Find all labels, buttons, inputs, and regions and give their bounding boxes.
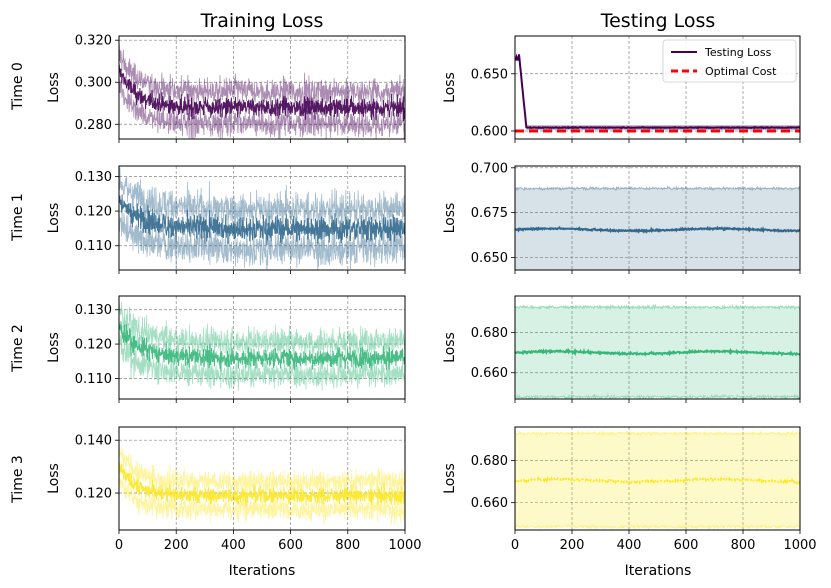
x-tick-label: 0 (511, 538, 519, 553)
series-band (515, 186, 800, 270)
x-tick-label: 600 (278, 538, 303, 553)
x-tick-label: 800 (335, 538, 360, 553)
y-tick-label: 0.660 (471, 366, 508, 381)
y-tick-label: 0.650 (471, 251, 508, 266)
series-lower-bound (119, 205, 405, 270)
axes-frame (514, 295, 801, 400)
panel-train-1: 0.110 0.120 0.130 Loss (46, 165, 406, 274)
legend: Testing Loss Optimal Cost (662, 39, 797, 83)
series-lower-bound (119, 78, 405, 139)
y-tick-label: 0.680 (471, 454, 508, 469)
series-band (515, 304, 800, 399)
y-tick-label: 0.700 (471, 161, 508, 176)
series-upper-bound (119, 167, 405, 234)
series-upper-bound (515, 303, 800, 311)
series-mean-line (119, 64, 405, 122)
panel-train-2: 0.110 0.120 0.130 Loss (46, 295, 406, 403)
x-axis-label-train: Iterations (229, 563, 296, 579)
axes-frame (514, 426, 801, 531)
series-upper-bound (119, 297, 405, 361)
series-mean-line (119, 462, 405, 507)
series-upper-bound (515, 185, 800, 192)
series-mean-line (515, 475, 800, 485)
x-tick-label: 0 (115, 538, 123, 553)
row-label-time-2: Time 2 (10, 324, 26, 373)
axes-frame (118, 165, 406, 271)
series-mean-line (515, 347, 800, 357)
row-label-time-3: Time 3 (10, 455, 26, 504)
axes-frame (514, 165, 801, 271)
x-tick-label: 200 (560, 538, 585, 553)
y-axis-label: Loss (46, 332, 62, 363)
y-tick-label: 0.120 (75, 205, 112, 220)
x-tick-label: 200 (164, 538, 189, 553)
y-axis-label: Loss (442, 72, 458, 103)
panel-train-3: 0 200 400 600 800 1000 0.120 0.140 Loss (46, 426, 422, 553)
y-tick-label: 0.120 (75, 487, 112, 502)
y-tick-label: 0.280 (75, 118, 112, 133)
y-tick-label: 0.680 (471, 326, 508, 341)
y-tick-label: 0.600 (471, 124, 508, 139)
y-tick-label: 0.110 (75, 372, 112, 387)
series-mean-line (515, 225, 800, 234)
legend-label-testing-loss: Testing Loss (704, 46, 772, 59)
y-tick-label: 0.300 (75, 76, 112, 91)
series-lower-bound (119, 333, 405, 391)
x-tick-label: 400 (617, 538, 642, 553)
series-upper-bound (119, 446, 405, 497)
y-tick-label: 0.660 (471, 496, 508, 511)
series-band (515, 431, 800, 529)
y-tick-label: 0.320 (75, 34, 112, 49)
series-mean-line (119, 319, 405, 372)
panel-test-1: 0.650 0.675 0.700 Loss (442, 161, 801, 274)
column-title-training: Training Loss (200, 10, 324, 32)
panel-train-0: 0.280 0.300 0.320 Loss (46, 34, 406, 143)
series-upper-bound (119, 44, 405, 110)
axes-frame (514, 35, 801, 140)
y-tick-label: 0.650 (471, 67, 508, 82)
panel-test-0: 0.600 0.650 Loss Testing Loss Optimal Cost (442, 35, 801, 143)
y-axis-label: Loss (442, 463, 458, 494)
axes-frame (118, 295, 406, 400)
y-axis-label: Loss (46, 72, 62, 103)
series-upper-bound (515, 429, 800, 438)
y-tick-label: 0.130 (75, 170, 112, 185)
panel-test-3: 0 200 400 600 800 1000 0.660 0.680 Loss (442, 426, 817, 553)
y-tick-label: 0.130 (75, 303, 112, 318)
axes-frame (118, 35, 406, 140)
legend-label-optimal-cost: Optimal Cost (705, 65, 777, 78)
y-tick-label: 0.675 (471, 206, 508, 221)
series-mean-line (119, 194, 405, 246)
y-axis-label: Loss (442, 203, 458, 234)
series-lower-bound (515, 523, 800, 530)
y-tick-label: 0.140 (75, 434, 112, 449)
x-axis-label-test: Iterations (625, 563, 692, 579)
row-label-time-0: Time 0 (10, 62, 26, 111)
y-axis-label: Loss (442, 332, 458, 363)
panel-test-2: 0.660 0.680 Loss (442, 295, 801, 403)
axes-frame (118, 426, 406, 531)
x-tick-label: 400 (221, 538, 246, 553)
x-tick-label: 600 (674, 538, 699, 553)
x-tick-label: 1000 (783, 538, 816, 553)
y-axis-label: Loss (46, 463, 62, 494)
x-tick-label: 1000 (388, 538, 421, 553)
row-label-time-1: Time 1 (10, 193, 26, 242)
y-tick-label: 0.110 (75, 239, 112, 254)
series-lower-bound (629, 269, 792, 270)
y-axis-label: Loss (46, 203, 62, 234)
column-title-testing: Testing Loss (600, 10, 716, 32)
testing-loss-line (515, 53, 800, 130)
series-lower-bound (119, 473, 405, 526)
x-tick-label: 800 (731, 538, 756, 553)
series-lower-bound (515, 393, 800, 399)
y-tick-label: 0.120 (75, 338, 112, 353)
